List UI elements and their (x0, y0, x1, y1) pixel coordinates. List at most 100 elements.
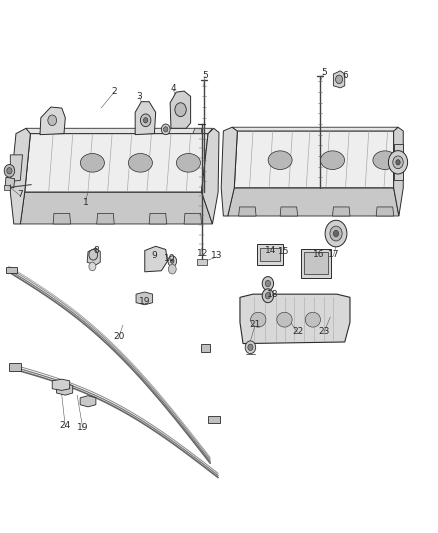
Text: 5: 5 (202, 70, 208, 79)
Circle shape (168, 264, 176, 274)
Bar (260, 248, 280, 261)
Polygon shape (149, 213, 166, 224)
Polygon shape (228, 188, 399, 216)
Polygon shape (394, 127, 403, 216)
Ellipse shape (128, 154, 152, 172)
Circle shape (175, 103, 186, 117)
Text: 2: 2 (111, 86, 117, 95)
Bar (258, 244, 283, 265)
Circle shape (333, 230, 339, 237)
Ellipse shape (177, 154, 201, 172)
Polygon shape (208, 416, 220, 423)
Text: 21: 21 (249, 320, 261, 329)
Circle shape (170, 259, 174, 263)
Polygon shape (20, 192, 212, 224)
Polygon shape (53, 213, 71, 224)
Polygon shape (40, 107, 65, 135)
Circle shape (7, 167, 12, 174)
Circle shape (336, 75, 343, 84)
Text: 8: 8 (94, 246, 99, 255)
Polygon shape (9, 364, 21, 370)
Ellipse shape (251, 312, 266, 327)
Circle shape (330, 226, 342, 241)
Bar (4, 184, 11, 190)
Polygon shape (234, 131, 394, 188)
Polygon shape (97, 213, 114, 224)
Ellipse shape (321, 151, 345, 169)
Circle shape (89, 249, 98, 260)
Polygon shape (5, 177, 14, 188)
Text: 4: 4 (170, 84, 176, 93)
Polygon shape (193, 128, 201, 134)
Circle shape (262, 289, 274, 303)
Polygon shape (25, 134, 208, 192)
Text: 23: 23 (318, 327, 329, 336)
Polygon shape (52, 379, 70, 390)
Text: 5: 5 (321, 68, 327, 77)
Circle shape (48, 115, 57, 126)
Ellipse shape (373, 151, 397, 169)
Polygon shape (135, 102, 155, 135)
Text: 16: 16 (313, 251, 324, 260)
Polygon shape (394, 144, 403, 180)
Text: 1: 1 (83, 198, 89, 207)
Polygon shape (11, 128, 30, 224)
Ellipse shape (268, 151, 292, 169)
Polygon shape (11, 155, 22, 181)
Polygon shape (240, 294, 350, 344)
Circle shape (265, 280, 271, 287)
Polygon shape (221, 127, 237, 216)
Text: 10: 10 (164, 254, 176, 263)
Polygon shape (57, 383, 73, 395)
Polygon shape (136, 292, 152, 305)
Bar (304, 252, 328, 274)
Text: 9: 9 (152, 252, 157, 260)
Circle shape (89, 262, 96, 271)
Circle shape (4, 165, 14, 177)
Circle shape (163, 127, 168, 132)
Text: 7: 7 (18, 190, 23, 199)
Polygon shape (170, 91, 191, 128)
Circle shape (393, 156, 403, 168)
Bar (197, 259, 207, 265)
Ellipse shape (81, 154, 104, 172)
Text: 22: 22 (292, 327, 303, 336)
Ellipse shape (305, 312, 321, 327)
Circle shape (248, 344, 253, 351)
Polygon shape (80, 395, 96, 407)
Text: 14: 14 (265, 246, 276, 255)
Text: 6: 6 (343, 70, 349, 79)
Polygon shape (87, 248, 100, 265)
Polygon shape (145, 246, 167, 272)
Circle shape (141, 114, 151, 127)
Text: 13: 13 (211, 252, 223, 260)
Polygon shape (333, 71, 345, 88)
Circle shape (396, 160, 400, 165)
Circle shape (265, 293, 271, 299)
Circle shape (144, 118, 148, 123)
Polygon shape (201, 128, 219, 224)
Circle shape (262, 277, 274, 290)
Polygon shape (232, 127, 398, 131)
Text: 19: 19 (139, 296, 151, 305)
Polygon shape (6, 266, 17, 273)
Text: 24: 24 (60, 422, 71, 431)
Text: 18: 18 (266, 289, 278, 298)
Circle shape (245, 341, 256, 354)
Circle shape (168, 256, 177, 266)
Text: 19: 19 (77, 423, 88, 432)
Polygon shape (280, 207, 297, 216)
Text: 15: 15 (278, 247, 290, 256)
Polygon shape (332, 207, 350, 216)
Ellipse shape (277, 312, 292, 327)
Polygon shape (184, 213, 201, 224)
Text: 17: 17 (328, 251, 339, 260)
Polygon shape (376, 207, 394, 216)
Circle shape (161, 124, 170, 135)
Bar (301, 249, 331, 278)
Circle shape (389, 151, 408, 174)
Polygon shape (239, 207, 256, 216)
Polygon shape (26, 128, 212, 134)
Circle shape (325, 220, 347, 247)
Text: 20: 20 (113, 332, 124, 341)
